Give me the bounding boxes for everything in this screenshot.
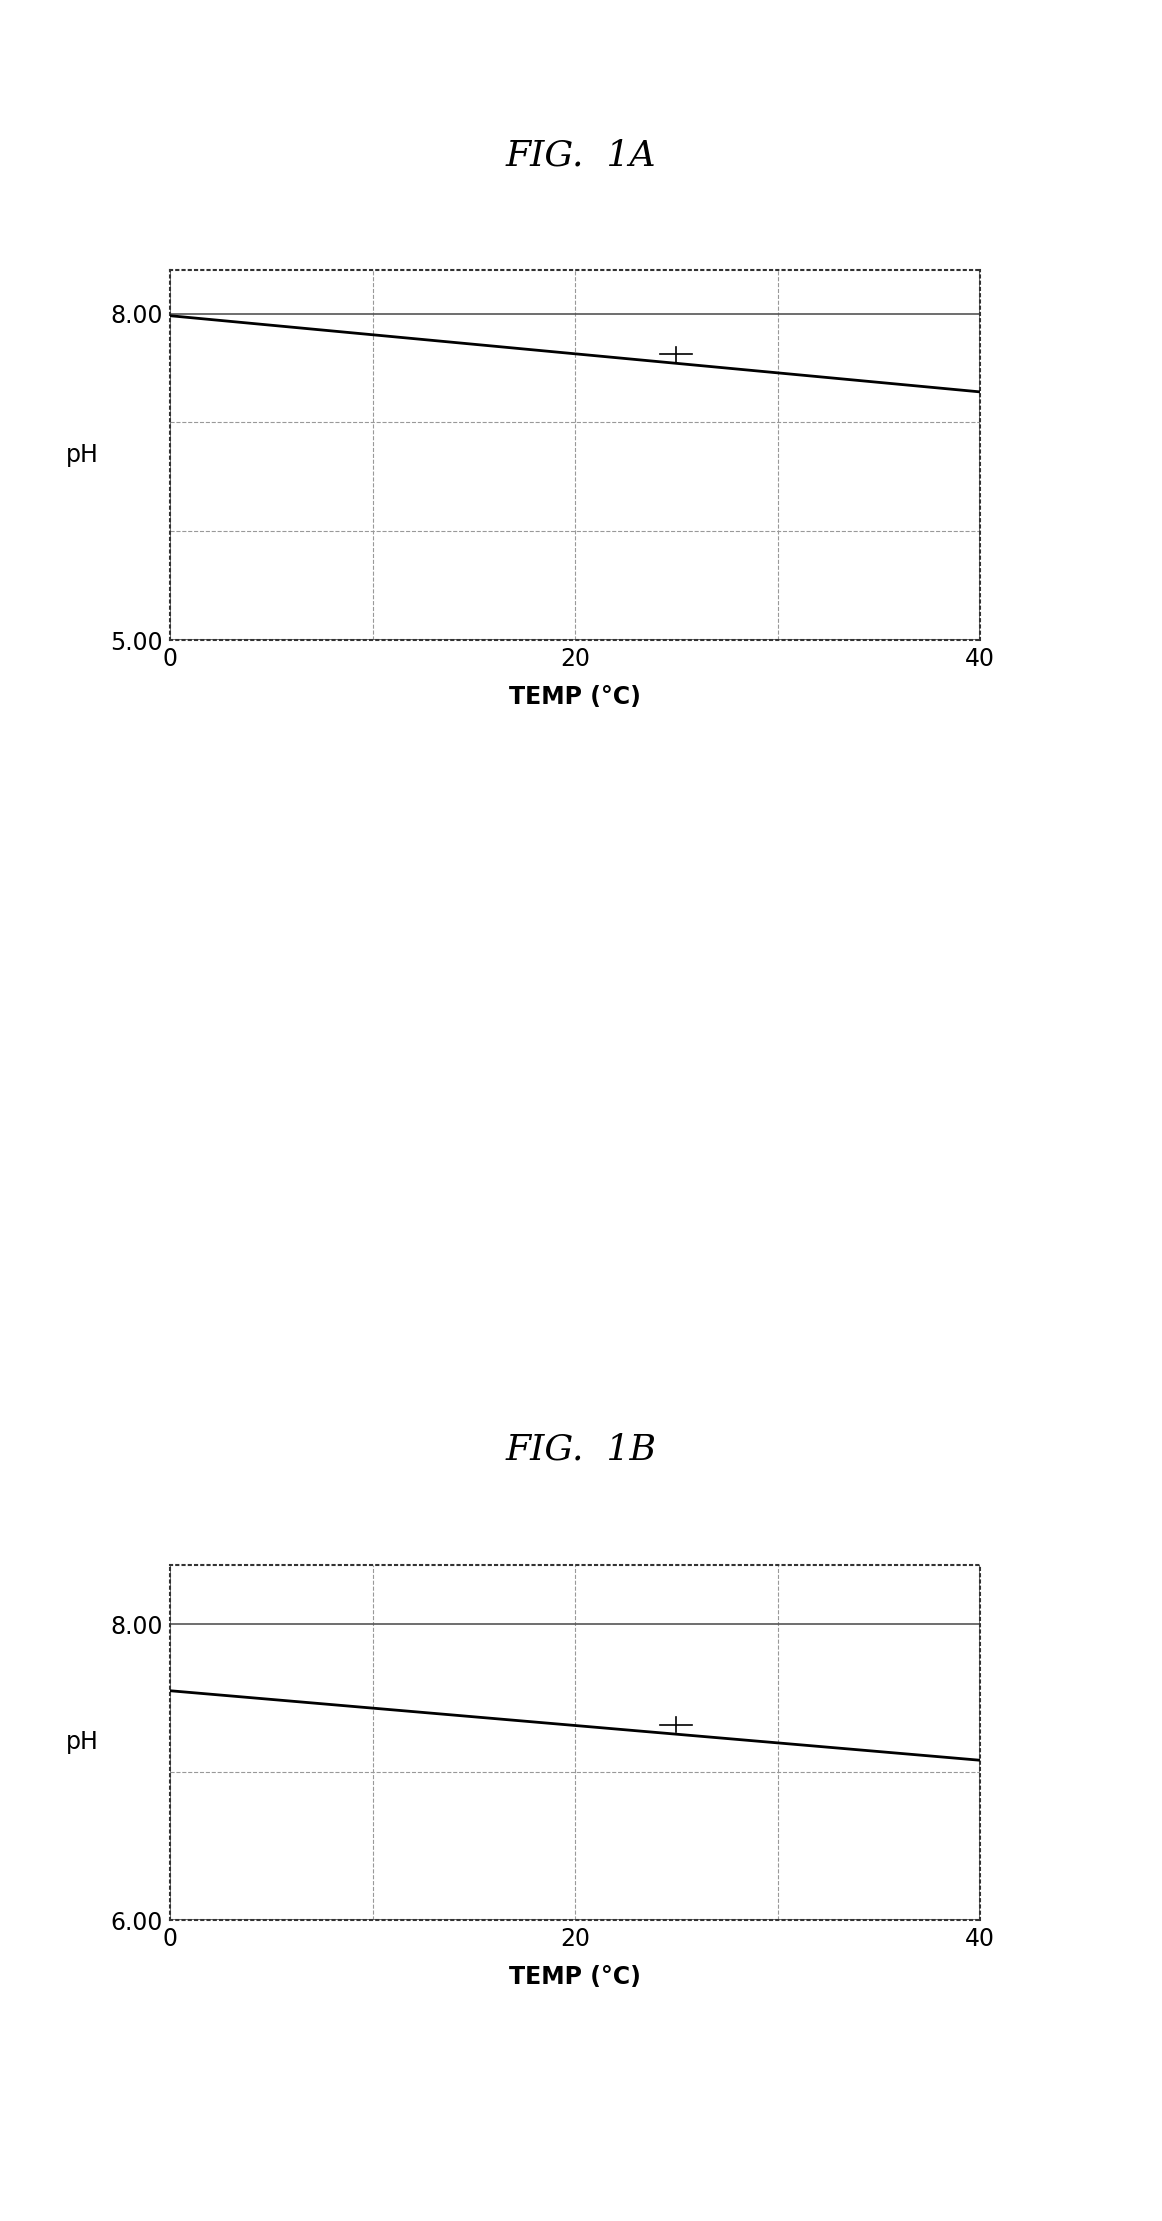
Y-axis label: pH: pH <box>66 442 99 466</box>
Text: FIG.  1A: FIG. 1A <box>505 138 657 171</box>
X-axis label: TEMP (°C): TEMP (°C) <box>509 684 641 708</box>
X-axis label: TEMP (°C): TEMP (°C) <box>509 1966 641 1988</box>
Y-axis label: pH: pH <box>66 1730 99 1755</box>
Text: FIG.  1B: FIG. 1B <box>505 1433 657 1468</box>
